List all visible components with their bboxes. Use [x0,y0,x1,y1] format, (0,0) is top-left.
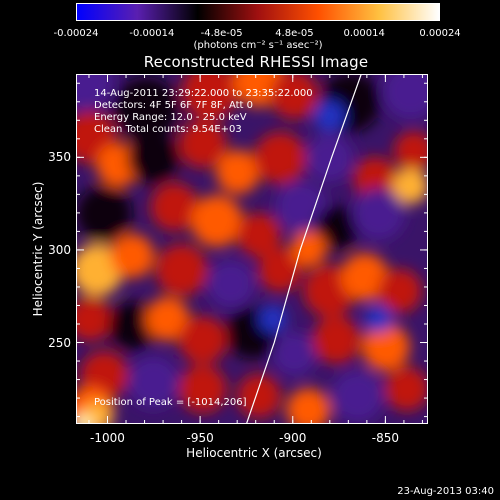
chart-title: Reconstructed RHESSI Image [143,53,369,71]
annotation-time-range: 14-Aug-2011 23:29:22.000 to 23:35:22.000 [94,88,313,99]
render-timestamp: 23-Aug-2013 03:40 [397,486,494,497]
x-tick-label: -850 [371,431,399,445]
annotation-peak-position: Position of Peak = [-1014,206] [94,397,247,408]
annotation-detectors: Detectors: 4F 5F 6F 7F 8F, Att 0 [94,100,254,111]
x-tick-label: -950 [186,431,214,445]
colorbar-tick-label: -0.00014 [129,28,175,39]
colorbar-tick-label: -0.00024 [53,28,99,39]
x-tick-label: -900 [279,431,307,445]
colorbar-tick-label: 0.00024 [419,28,461,39]
colorbar [76,3,440,21]
y-tick-label: 350 [48,150,71,165]
y-tick-label: 250 [48,335,71,350]
solar-limb-curve [245,74,362,424]
plot-frame [76,74,428,424]
annotation-clean-total-counts: Clean Total counts: 9.54E+03 [94,124,242,135]
x-axis-label: Heliocentric X (arcsec) [186,446,322,460]
colorbar-tick-label: -4.8e-05 [200,28,243,39]
heatmap-intensity-field [76,74,428,424]
x-tick-label: -1000 [90,431,125,445]
colorbar-tick-label: 0.00014 [343,28,385,39]
annotation-energy-range: Energy Range: 12.0 - 25.0 keV [94,112,247,123]
colorbar-unit-label: (photons cm⁻² s⁻¹ asec⁻²) [193,40,323,51]
colorbar-tick-label: 4.8e-05 [275,28,314,39]
axis-ticks [76,74,428,424]
heatmap-plot [76,74,428,424]
y-axis-label: Heliocentric Y (arcsec) [31,181,45,317]
y-tick-label: 300 [48,242,71,257]
